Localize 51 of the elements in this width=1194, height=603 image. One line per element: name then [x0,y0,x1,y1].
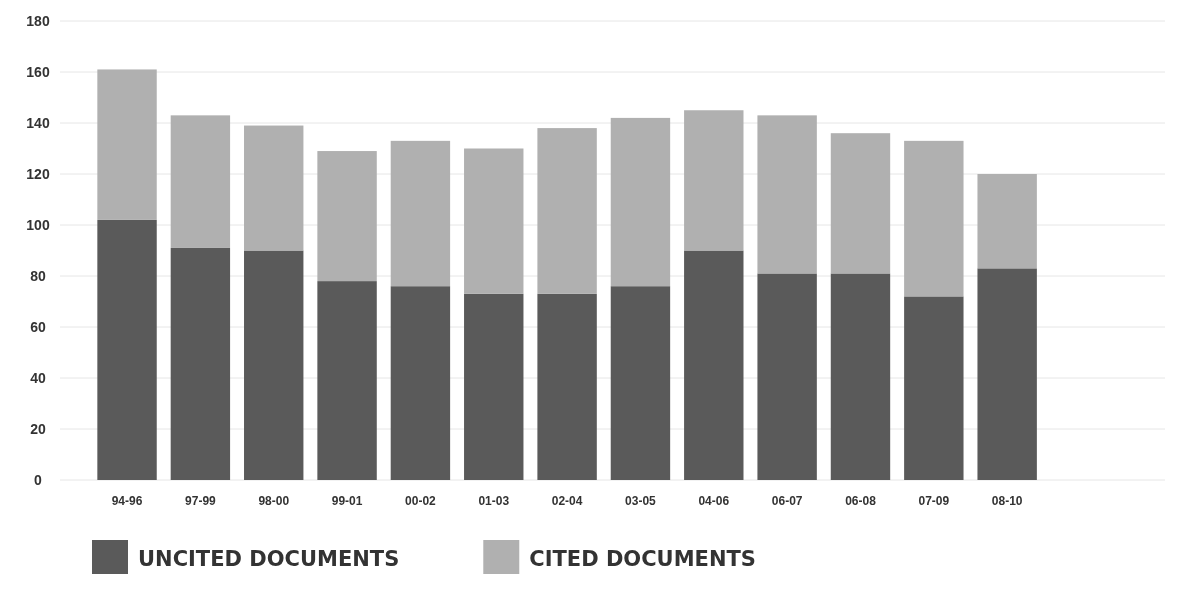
y-tick-label: 40 [30,369,46,386]
x-tick-label: 06-08 [845,493,877,508]
bar [390,140,451,287]
x-tick-label: 00-02 [405,493,437,508]
bar [610,286,671,480]
x-tick-label: 08-10 [991,493,1023,508]
bar [244,250,304,480]
bar [464,148,524,294]
x-tick-label: 97-99 [185,493,217,508]
y-tick-label: 60 [30,318,46,335]
y-tick-label: 140 [26,114,50,131]
y-tick-label: 100 [26,216,50,233]
bar [390,286,451,480]
bar [317,281,377,480]
x-tick-label: 03-05 [625,493,657,508]
x-tick-label: 99-01 [331,493,363,508]
bar [977,268,1037,480]
bar [610,117,671,287]
bar [537,293,597,480]
bar [317,151,377,282]
y-tick-label: 0 [34,471,43,488]
bar [977,174,1037,269]
bar [170,115,231,248]
bar [244,125,304,251]
y-tick-label: 180 [26,12,50,29]
bar [684,110,744,251]
x-tick-label: 06-07 [771,493,803,508]
bar [904,140,964,297]
y-tick-label: 20 [30,420,46,437]
y-tick-label: 120 [26,165,50,182]
bar [830,133,891,274]
bar [684,250,744,480]
x-tick-label: 98-00 [258,493,290,508]
bar [830,273,891,480]
bar [757,273,817,480]
bar [97,69,157,220]
x-tick-label: 07-09 [918,493,950,508]
y-tick-label: 80 [30,267,46,284]
legend-label: UNCITED DOCUMENTS [138,547,400,571]
y-tick-label: 160 [26,63,50,80]
x-tick-label: 02-04 [551,493,583,508]
bar [757,115,817,274]
x-tick-label: 94-96 [111,493,143,508]
legend-label: CITED DOCUMENTS [529,547,756,571]
bar [170,247,231,480]
x-tick-label: 01-03 [478,493,510,508]
bar [537,128,597,294]
bar [464,293,524,480]
x-tick-label: 04-06 [698,493,730,508]
bar [97,219,157,480]
bar [904,296,964,480]
